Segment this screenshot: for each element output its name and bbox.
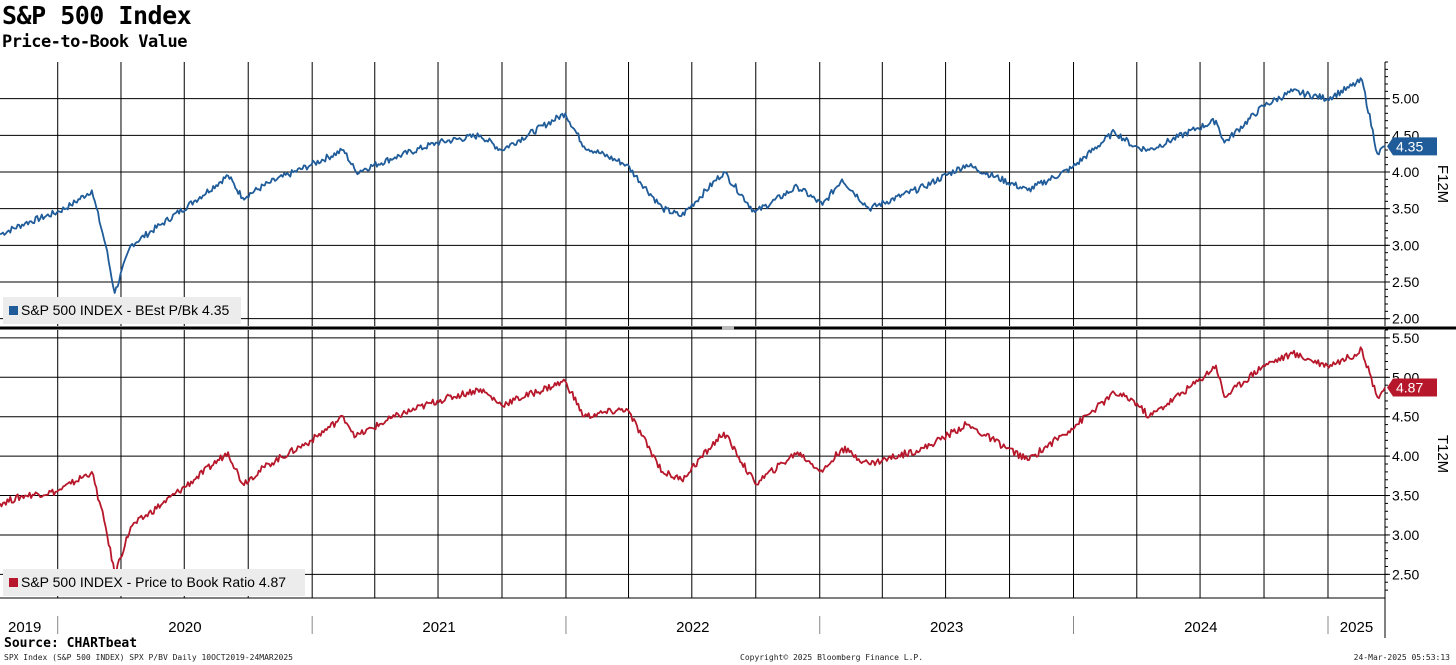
legend-box [3, 569, 305, 596]
panel-side-label: F12M [1434, 165, 1451, 203]
y-tick-label: 2.50 [1392, 566, 1419, 582]
y-tick-label: 3.50 [1392, 201, 1419, 217]
legend-label: S&P 500 INDEX - Price to Book Ratio 4.87 [21, 574, 286, 590]
x-year-label: 2022 [676, 619, 709, 636]
x-year-label: 2024 [1184, 619, 1217, 636]
panel-divider-handle [722, 326, 734, 330]
legend-swatch [9, 306, 18, 315]
y-tick-label: 5.50 [1392, 330, 1419, 346]
legend-label: S&P 500 INDEX - BEst P/Bk 4.35 [21, 302, 229, 318]
chart-subtitle: Price-to-Book Value [2, 32, 187, 52]
y-tick-label: 3.00 [1392, 527, 1419, 543]
series-line [0, 77, 1386, 294]
y-tick-label: 3.00 [1392, 237, 1419, 253]
panel-side-label: T12M [1434, 435, 1451, 473]
y-tick-label: 4.00 [1392, 164, 1419, 180]
legend-box [3, 297, 241, 324]
source-note: Source: CHARTbeat [4, 636, 138, 651]
y-tick-label: 3.50 [1392, 488, 1419, 504]
x-year-label: 2025 [1340, 619, 1373, 636]
series-line [0, 346, 1386, 576]
chart-canvas: 2.00 2.50 3.00 3.50 4.00 4.50 5.00 F12M 4.35 S&P … [0, 61, 1456, 638]
footer-timestamp: 24-Mar-2025 05:53:13 [1353, 653, 1450, 662]
last-value-label: 4.87 [1396, 380, 1423, 396]
y-tick-label: 4.50 [1392, 409, 1419, 425]
x-year-label: 2023 [930, 619, 963, 636]
y-tick-label: 4.00 [1392, 448, 1419, 464]
x-year-label: 2019 [8, 619, 41, 636]
footer-ticker-info: SPX Index (S&P 500 INDEX) SPX P/BV Daily… [4, 653, 293, 662]
x-year-label: 2021 [422, 619, 455, 636]
y-tick-label: 2.00 [1392, 311, 1419, 327]
footer-copyright: Copyright© 2025 Bloomberg Finance L.P. [740, 653, 924, 662]
legend-swatch [9, 578, 18, 587]
x-year-label: 2020 [168, 619, 201, 636]
chart-title: S&P 500 Index [2, 1, 192, 30]
last-value-box [1387, 137, 1437, 156]
y-tick-label: 2.50 [1392, 274, 1419, 290]
last-value-box [1387, 378, 1437, 397]
y-tick-label: 5.00 [1392, 91, 1419, 107]
last-value-label: 4.35 [1396, 138, 1423, 154]
